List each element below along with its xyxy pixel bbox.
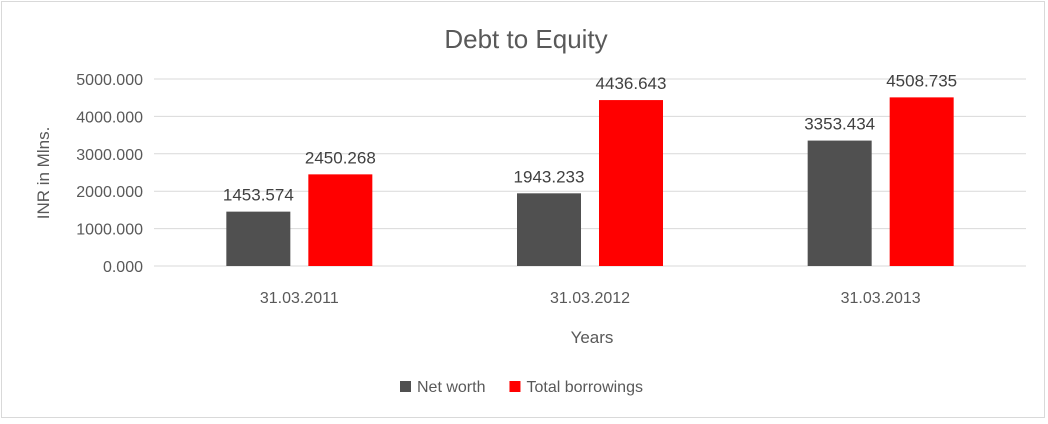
x-tick-label: 31.03.2011 xyxy=(260,290,339,307)
bar-net-worth xyxy=(226,211,291,266)
x-axis-title: Years xyxy=(571,328,614,347)
y-tick-label: 4000.000 xyxy=(76,109,143,126)
legend: Net worth Total borrowings xyxy=(400,379,643,396)
x-axis-ticks: 31.03.2011 31.03.2012 31.03.2013 xyxy=(260,290,921,307)
data-label: 1453.574 xyxy=(223,186,294,205)
legend-swatch-net-worth xyxy=(400,381,411,392)
x-tick-label: 31.03.2012 xyxy=(550,290,630,307)
data-label: 2450.268 xyxy=(305,148,376,167)
y-tick-label: 0.000 xyxy=(103,259,143,276)
bar-net-worth xyxy=(807,140,872,266)
chart-title: Debt to Equity xyxy=(444,24,607,54)
data-label: 3353.434 xyxy=(804,115,875,134)
debt-to-equity-chart: Debt to Equity 0.000 1000.000 2000.000 3000… xyxy=(34,24,1026,396)
bar-net-worth xyxy=(517,193,581,266)
legend-swatch-total-borrowings xyxy=(509,381,521,392)
y-tick-label: 5000.000 xyxy=(76,72,143,89)
data-label: 4508.735 xyxy=(886,71,957,90)
x-tick-label: 31.03.2013 xyxy=(841,290,921,307)
bar-total-borrowings xyxy=(308,174,373,266)
data-label: 1943.233 xyxy=(514,167,585,186)
y-tick-label: 2000.000 xyxy=(76,184,143,201)
bar-total-borrowings xyxy=(889,97,954,266)
bars xyxy=(226,97,954,266)
y-axis-ticks: 0.000 1000.000 2000.000 3000.000 4000.000 500… xyxy=(76,72,143,276)
y-tick-label: 1000.000 xyxy=(76,222,143,239)
gridlines xyxy=(154,78,1026,267)
y-axis-title: INR in Mlns. xyxy=(34,127,53,220)
legend-label: Net worth xyxy=(417,379,485,396)
legend-label: Total borrowings xyxy=(526,379,643,396)
data-labels: 1453.574 2450.268 1943.233 4436.643 3353.434… xyxy=(223,71,957,204)
bar-total-borrowings xyxy=(599,100,663,266)
chart-frame: Debt to Equity 0.000 1000.000 2000.000 3000… xyxy=(1,1,1045,418)
y-tick-label: 3000.000 xyxy=(76,147,143,164)
data-label: 4436.643 xyxy=(596,74,667,93)
